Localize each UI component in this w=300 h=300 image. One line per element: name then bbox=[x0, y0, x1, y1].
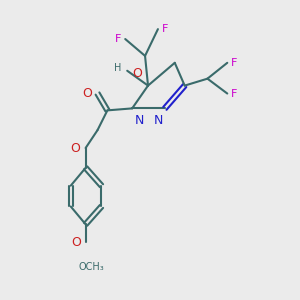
Text: F: F bbox=[162, 24, 168, 34]
Text: F: F bbox=[115, 34, 121, 44]
Text: O: O bbox=[132, 67, 142, 80]
Text: F: F bbox=[231, 88, 238, 98]
Text: O: O bbox=[70, 142, 80, 154]
Text: N: N bbox=[135, 114, 145, 127]
Text: H: H bbox=[114, 63, 121, 73]
Text: N: N bbox=[154, 114, 163, 127]
Text: F: F bbox=[231, 58, 238, 68]
Text: OCH₃: OCH₃ bbox=[79, 262, 104, 272]
Text: O: O bbox=[71, 236, 81, 249]
Text: O: O bbox=[83, 87, 92, 100]
